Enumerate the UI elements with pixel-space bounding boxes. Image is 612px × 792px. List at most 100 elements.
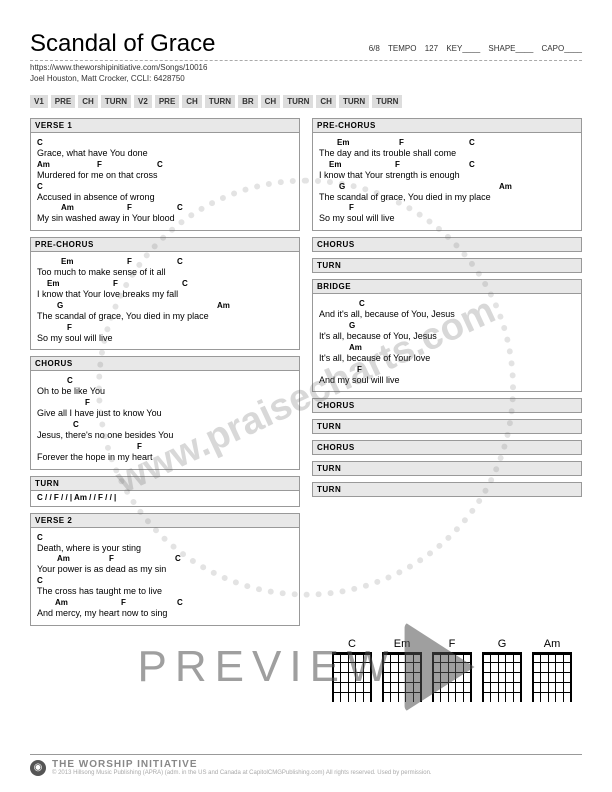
- chord: F: [137, 442, 142, 452]
- arrangement-item: CH: [261, 95, 281, 108]
- chord: C: [177, 257, 183, 267]
- chord-diagram-name: F: [449, 638, 456, 650]
- chord: C: [37, 533, 43, 543]
- chord: C: [37, 138, 43, 148]
- lyric-line: Murdered for me on that crossAmFC: [37, 170, 293, 181]
- chord: C: [175, 554, 181, 564]
- arrangement-item: TURN: [101, 95, 131, 108]
- chord: F: [109, 554, 114, 564]
- section-block: PRE-CHORUSThe day and its trouble shall …: [312, 118, 582, 231]
- chord: C: [177, 203, 183, 213]
- lyric-line: Accused in absence of wrongC: [37, 192, 293, 203]
- chord: Em: [61, 257, 73, 267]
- section-label: TURN: [312, 461, 582, 476]
- left-column: VERSE 1Grace, what have You doneCMurdere…: [30, 118, 300, 626]
- lyric-line: The scandal of grace, You died in my pla…: [37, 311, 293, 322]
- chord: F: [97, 160, 102, 170]
- arrangement-item: CH: [316, 95, 336, 108]
- chord: Am: [217, 301, 230, 311]
- section-body: Oh to be like YouCGive all I have just t…: [31, 371, 299, 468]
- chord-diagram: C: [332, 638, 372, 702]
- footer-copyright: © 2013 Hillsong Music Publishing (APRA) …: [52, 770, 432, 776]
- lyric-line: So my soul will liveF: [37, 333, 293, 344]
- lyric-line: And it's all, because of You, JesusC: [319, 309, 575, 320]
- song-credits: Joel Houston, Matt Crocker, CCLI: 642875…: [30, 74, 582, 83]
- lyric-line: Death, where is your stingC: [37, 543, 293, 554]
- arrangement-item: CH: [78, 95, 98, 108]
- arrangement-item: PRE: [155, 95, 179, 108]
- arrangement-item: TURN: [205, 95, 235, 108]
- chord: F: [349, 203, 354, 213]
- chord: G: [57, 301, 63, 311]
- section-block: PRE-CHORUSToo much to make sense of it a…: [30, 237, 300, 350]
- chord: C: [67, 376, 73, 386]
- chord-diagrams: C Em F G Am: [30, 638, 582, 702]
- lyric-line: Forever the hope in my heartF: [37, 452, 293, 463]
- title-underline: [30, 60, 582, 61]
- tempo-value: 127: [425, 44, 438, 53]
- chord-diagram-name: G: [498, 638, 507, 650]
- section-header: PRE-CHORUS: [31, 238, 299, 252]
- chord: Am: [37, 160, 50, 170]
- chord-diagram-name: Em: [394, 638, 411, 650]
- chord: C: [37, 182, 43, 192]
- chord: F: [113, 279, 118, 289]
- section-header: VERSE 2: [31, 514, 299, 528]
- chord: C: [359, 299, 365, 309]
- chord: F: [85, 398, 90, 408]
- section-body: Too much to make sense of it allEmFCI kn…: [31, 252, 299, 349]
- section-label: CHORUS: [312, 398, 582, 413]
- fretboard: [382, 652, 422, 702]
- fretboard: [432, 652, 472, 702]
- chord: G: [349, 321, 355, 331]
- arrangement-item: TURN: [339, 95, 369, 108]
- capo-label: CAPO: [542, 44, 565, 53]
- lyric-line: The scandal of grace, You died in my pla…: [319, 192, 575, 203]
- chord: Em: [329, 160, 341, 170]
- fretboard: [482, 652, 522, 702]
- chord: Em: [47, 279, 59, 289]
- shape-label: SHAPE: [488, 44, 515, 53]
- section-header: BRIDGE: [313, 280, 581, 294]
- section-header: CHORUS: [31, 357, 299, 371]
- footer: ◉ THE WORSHIP INITIATIVE © 2013 Hillsong…: [30, 754, 582, 776]
- footer-logo-icon: ◉: [30, 760, 46, 776]
- chord: Am: [349, 343, 362, 353]
- lyric-line: Jesus, there's no one besides YouC: [37, 430, 293, 441]
- lyric-line: Give all I have just to know YouF: [37, 408, 293, 419]
- chord: C: [157, 160, 163, 170]
- section-label: TURN: [312, 258, 582, 273]
- song-meta: 6/8 TEMPO 127 KEY____ SHAPE____ CAPO____: [363, 44, 582, 53]
- chord: F: [67, 323, 72, 333]
- time-sig: 6/8: [369, 44, 380, 53]
- section-block: CHORUSOh to be like YouCGive all I have …: [30, 356, 300, 469]
- chord: Am: [499, 182, 512, 192]
- chord: Am: [61, 203, 74, 213]
- footer-block: THE WORSHIP INITIATIVE © 2013 Hillsong M…: [52, 759, 432, 776]
- lyric-line: I know that Your love breaks my fallEmFC: [37, 289, 293, 300]
- tempo-label: TEMPO: [388, 44, 416, 53]
- columns: VERSE 1Grace, what have You doneCMurdere…: [30, 118, 582, 626]
- lyric-line: It's all, because of Your loveAm: [319, 353, 575, 364]
- chord: F: [357, 365, 362, 375]
- section-body: And it's all, because of You, JesusC It's…: [313, 294, 581, 391]
- chord: C: [469, 138, 475, 148]
- chord-diagram: Am: [532, 638, 572, 702]
- section-header: VERSE 1: [31, 119, 299, 133]
- arrangement-item: V2: [134, 95, 152, 108]
- chord-diagram-name: C: [348, 638, 356, 650]
- arrangement-item: PRE: [51, 95, 75, 108]
- page: Scandal of Grace 6/8 TEMPO 127 KEY____ S…: [0, 0, 612, 722]
- chord: G: [339, 182, 345, 192]
- chord: C: [73, 420, 79, 430]
- chord: C: [177, 598, 183, 608]
- section-label: CHORUS: [312, 237, 582, 252]
- lyric-line: And my soul will liveF: [319, 375, 575, 386]
- arrangement-bar: V1PRECHTURNV2PRECHTURNBRCHTURNCHTURNTURN: [30, 95, 582, 108]
- section-label: TURN: [312, 482, 582, 497]
- chord: F: [127, 203, 132, 213]
- footer-brand: THE WORSHIP INITIATIVE: [52, 759, 432, 770]
- section-block: VERSE 2Death, where is your stingCYour p…: [30, 513, 300, 626]
- fretboard: [332, 652, 372, 702]
- chord: Am: [57, 554, 70, 564]
